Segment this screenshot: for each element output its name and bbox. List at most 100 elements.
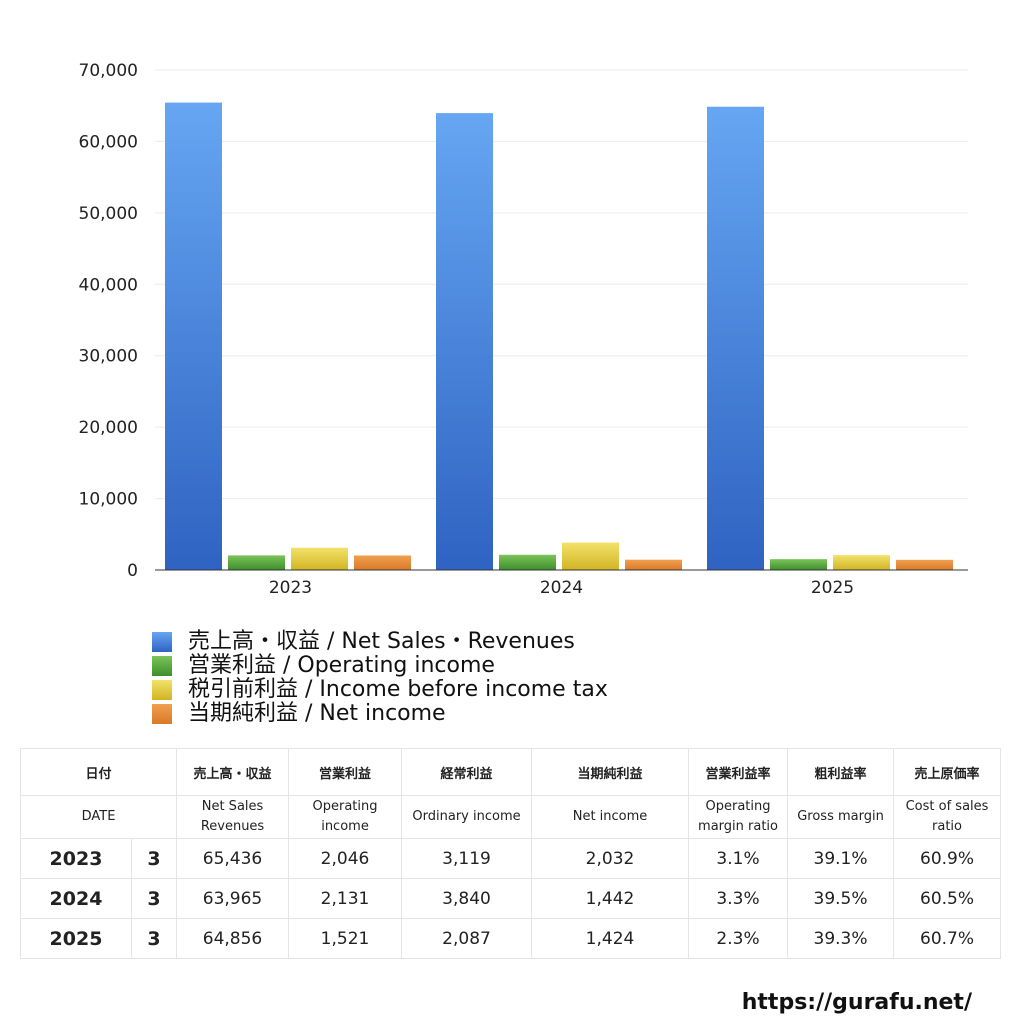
legend-item-net-income: 当期純利益 / Net income	[152, 702, 608, 726]
y-tick-label: 10,000	[79, 490, 138, 510]
grid-lines	[155, 69, 968, 500]
table-header-jp: 日付 売上高・収益 営業利益 経常利益 当期純利益 営業利益率 粗利益率 売上原…	[19, 748, 1002, 796]
bar-2024-series-3	[625, 559, 682, 570]
header-cos-jp: 売上原価率	[893, 748, 1002, 796]
row-gm: 39.1%	[787, 838, 895, 879]
header-ord-en: Ordinary income	[401, 795, 533, 839]
header-opm-en: Operating margin ratio	[688, 795, 789, 839]
header-line: Net Sales	[201, 799, 264, 814]
bar-2024-series-1	[499, 554, 556, 570]
header-cos-en: Cost of sales ratio	[893, 795, 1002, 839]
row-opm: 3.1%	[688, 838, 789, 879]
y-tick-label: 50,000	[79, 204, 138, 224]
x-category-label: 2025	[811, 578, 854, 598]
row-cos: 60.7%	[893, 918, 1002, 959]
header-line: Gross margin	[797, 809, 884, 824]
bar-chart: 0 10,000 20,000 30,000 40,000 50,000 60,000 70,…	[79, 61, 968, 598]
bar-2023-series-0	[165, 102, 222, 570]
row-gm: 39.5%	[787, 878, 895, 919]
header-line: Revenues	[200, 819, 265, 834]
bar-2025-series-3	[896, 559, 953, 570]
header-line: ratio	[932, 819, 962, 834]
financial-table: 日付 売上高・収益 営業利益 経常利益 当期純利益 営業利益率 粗利益率 売上原…	[19, 748, 1002, 959]
row-ord: 2,087	[401, 918, 533, 959]
bar-2023-series-2	[291, 547, 348, 570]
header-line: Operating	[312, 799, 378, 814]
bar-2023-series-3	[354, 555, 411, 570]
header-line: Operating	[705, 799, 771, 814]
row-year: 2025	[20, 918, 132, 959]
header-sales-en: Net Sales Revenues	[176, 795, 290, 839]
row-period: 3	[130, 918, 178, 959]
header-gm-jp: 粗利益率	[787, 748, 895, 796]
header-opm-jp: 営業利益率	[688, 748, 789, 796]
header-date-en: DATE	[19, 795, 178, 839]
row-period: 3	[130, 878, 178, 919]
row-sales: 65,436	[176, 838, 290, 879]
row-op: 1,521	[288, 918, 403, 959]
header-net-en: Net income	[531, 795, 690, 839]
row-year: 2024	[20, 878, 132, 919]
header-net-jp: 当期純利益	[531, 748, 690, 796]
header-op-en: Operating income	[288, 795, 403, 839]
header-gm-en: Gross margin	[787, 795, 895, 839]
legend-item-net-sales: 売上高・収益 / Net Sales・Revenues	[152, 630, 608, 654]
bar-2024-series-2	[562, 542, 619, 570]
legend-label: 税引前利益 / Income before income tax	[188, 677, 608, 702]
row-op: 2,046	[288, 838, 403, 879]
header-line: Net income	[572, 809, 648, 824]
legend-label: 売上高・収益 / Net Sales・Revenues	[188, 629, 575, 654]
table-header-en: DATE Net Sales Revenues Operating income O…	[19, 795, 1002, 839]
row-ord: 3,840	[401, 878, 533, 919]
row-sales: 64,856	[176, 918, 290, 959]
header-date-jp: 日付	[19, 748, 178, 796]
row-net: 2,032	[531, 838, 690, 879]
table-row: 2025 3 64,856 1,521 2,087 1,424 2.3% 39.…	[20, 918, 1002, 959]
y-tick-label: 20,000	[79, 418, 138, 438]
y-axis-tick-labels: 0 10,000 20,000 30,000 40,000 50,000 60,000 70,…	[79, 61, 138, 581]
bar-2024-series-0	[436, 113, 493, 570]
watermark-url: https://gurafu.net/	[741, 990, 972, 1015]
row-ord: 3,119	[401, 838, 533, 879]
table-row: 2024 3 63,965 2,131 3,840 1,442 3.3% 39.…	[20, 878, 1002, 919]
row-net: 1,442	[531, 878, 690, 919]
table-row: 2023 3 65,436 2,046 3,119 2,032 3.1% 39.…	[20, 838, 1002, 879]
legend-swatch-net-sales	[152, 632, 172, 652]
row-net: 1,424	[531, 918, 690, 959]
row-op: 2,131	[288, 878, 403, 919]
bars	[165, 102, 953, 570]
y-tick-label: 70,000	[79, 61, 138, 81]
row-sales: 63,965	[176, 878, 290, 919]
row-gm: 39.3%	[787, 918, 895, 959]
row-period: 3	[130, 838, 178, 879]
legend: 売上高・収益 / Net Sales・Revenues 営業利益 / Opera…	[152, 630, 608, 726]
header-ord-jp: 経常利益	[401, 748, 533, 796]
row-cos: 60.5%	[893, 878, 1002, 919]
header-line: margin ratio	[698, 819, 778, 834]
legend-swatch-income-before-tax	[152, 680, 172, 700]
row-year: 2023	[20, 838, 132, 879]
y-tick-label: 30,000	[79, 347, 138, 367]
legend-item-operating-income: 営業利益 / Operating income	[152, 654, 608, 678]
x-category-label: 2024	[540, 578, 583, 598]
bar-2025-series-1	[770, 559, 827, 570]
row-opm: 2.3%	[688, 918, 789, 959]
header-line: Cost of sales	[905, 799, 989, 814]
legend-label: 営業利益 / Operating income	[188, 653, 495, 678]
header-line: Ordinary income	[412, 809, 521, 824]
y-tick-label: 0	[127, 561, 138, 581]
bar-2025-series-2	[833, 555, 890, 570]
bar-2023-series-1	[228, 555, 285, 570]
legend-swatch-operating-income	[152, 656, 172, 676]
row-cos: 60.9%	[893, 838, 1002, 879]
x-axis: 2023 2024 2025	[155, 569, 968, 598]
row-opm: 3.3%	[688, 878, 789, 919]
header-op-jp: 営業利益	[288, 748, 403, 796]
bar-2025-series-0	[707, 106, 764, 570]
header-sales-jp: 売上高・収益	[176, 748, 290, 796]
legend-label: 当期純利益 / Net income	[188, 701, 446, 726]
legend-swatch-net-income	[152, 704, 172, 724]
header-line: income	[321, 819, 369, 834]
legend-item-income-before-tax: 税引前利益 / Income before income tax	[152, 678, 608, 702]
header-date-en-line: DATE	[81, 809, 116, 824]
